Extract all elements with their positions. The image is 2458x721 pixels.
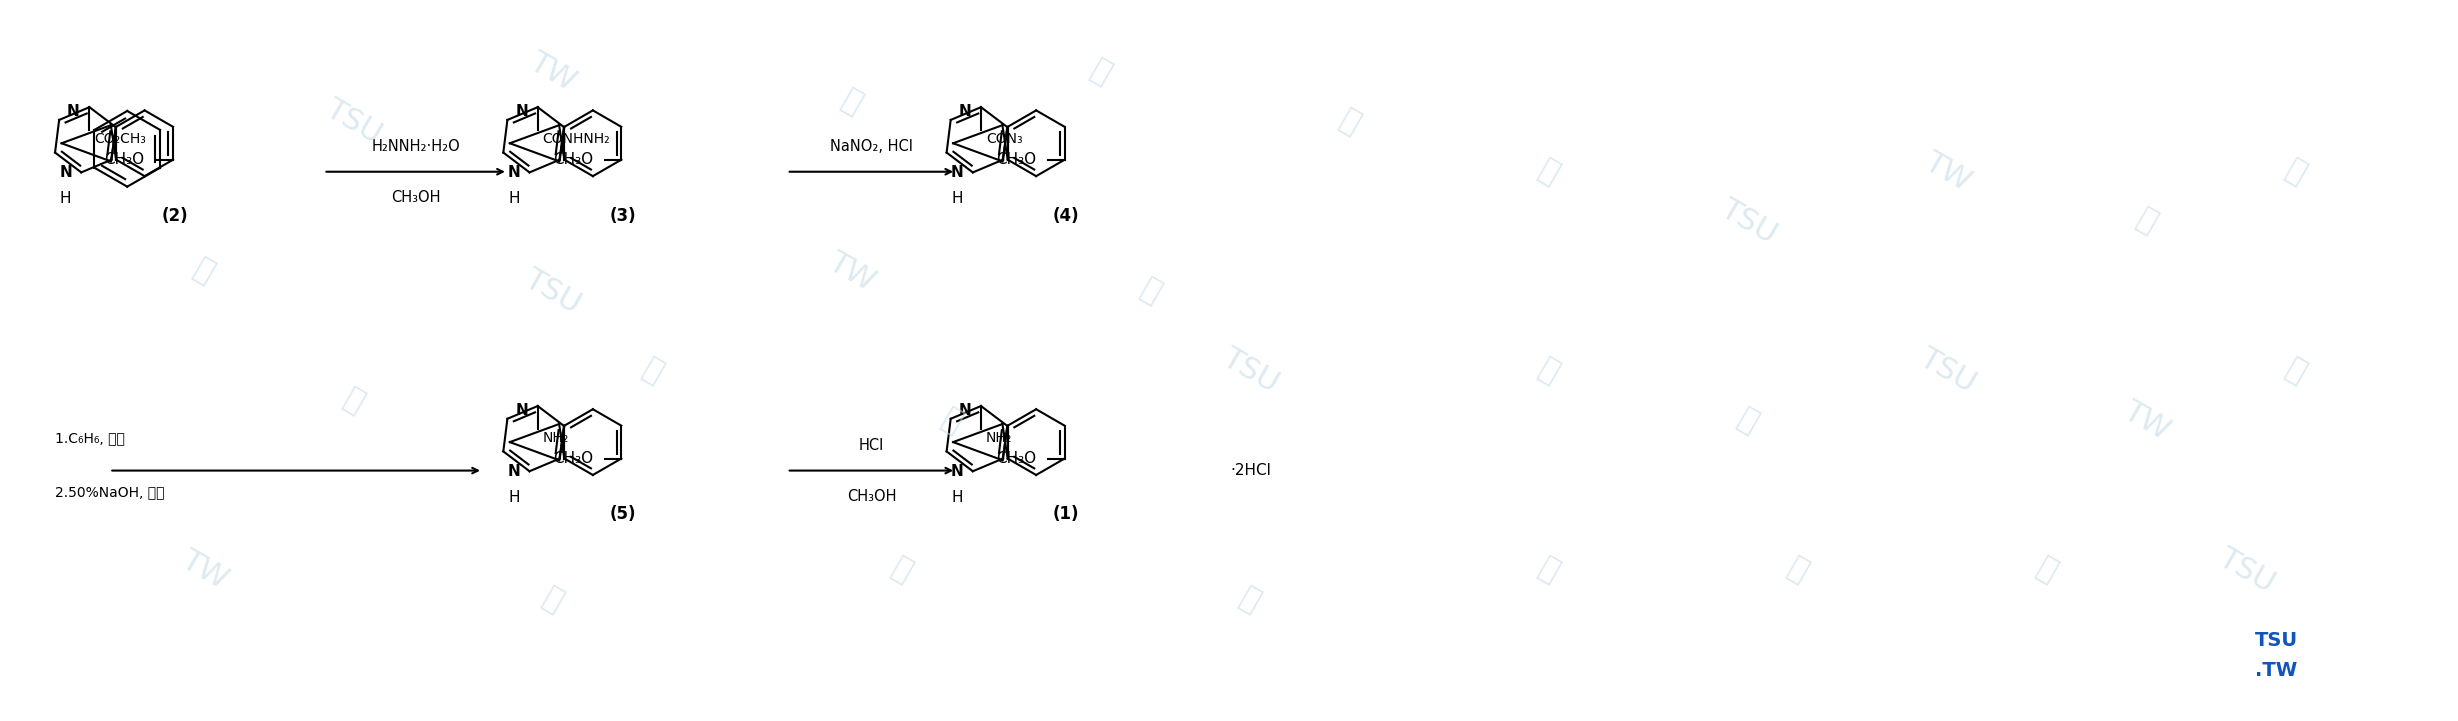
Text: H₂NNH₂·H₂O: H₂NNH₂·H₂O <box>371 139 460 154</box>
Text: TSU: TSU <box>2212 543 2279 598</box>
Text: (2): (2) <box>162 207 187 225</box>
Text: 天: 天 <box>2281 354 2311 388</box>
Text: N: N <box>951 464 964 479</box>
Text: N: N <box>66 105 79 120</box>
Text: TSU: TSU <box>1915 343 1981 399</box>
Text: CON₃: CON₃ <box>986 132 1023 146</box>
Text: (1): (1) <box>1052 505 1079 523</box>
Text: NH₂: NH₂ <box>543 430 568 445</box>
Text: 醫: 醫 <box>887 553 917 588</box>
Text: 天: 天 <box>836 85 868 119</box>
Text: CH₃O: CH₃O <box>553 152 592 167</box>
Text: 醫: 醫 <box>339 384 369 418</box>
Text: 學: 學 <box>1335 105 1364 139</box>
Text: H: H <box>59 191 71 206</box>
Text: TSU: TSU <box>1716 194 1782 249</box>
Text: TSU: TSU <box>1217 343 1283 399</box>
Text: HCl: HCl <box>858 438 885 453</box>
Text: N: N <box>959 105 971 120</box>
Text: TSU: TSU <box>2254 631 2298 650</box>
Text: H: H <box>509 490 519 505</box>
Text: 院: 院 <box>1534 154 1563 189</box>
Text: NaNO₂, HCl: NaNO₂, HCl <box>831 139 912 154</box>
Text: CH₃O: CH₃O <box>995 451 1037 466</box>
Text: CH₃O: CH₃O <box>106 152 145 167</box>
Text: (5): (5) <box>610 505 637 523</box>
Text: N: N <box>951 165 964 180</box>
Text: N: N <box>506 165 521 180</box>
Text: H: H <box>951 191 964 206</box>
Text: N: N <box>516 403 528 418</box>
Text: ·2HCl: ·2HCl <box>1229 463 1271 478</box>
Text: CH₃O: CH₃O <box>553 451 592 466</box>
Text: TW: TW <box>823 247 880 296</box>
Text: 天: 天 <box>2131 205 2161 239</box>
Text: N: N <box>506 464 521 479</box>
Text: CH₃OH: CH₃OH <box>391 190 440 205</box>
Text: N: N <box>959 403 971 418</box>
Text: 天: 天 <box>538 583 568 617</box>
Text: N: N <box>59 165 71 180</box>
Text: 學: 學 <box>1234 583 1266 617</box>
Text: NH₂: NH₂ <box>986 430 1013 445</box>
Text: CO₂CH₃: CO₂CH₃ <box>93 132 147 146</box>
Text: 醫: 醫 <box>1086 55 1116 89</box>
Text: TW: TW <box>524 48 580 97</box>
Text: .TW: .TW <box>2254 660 2298 680</box>
Text: 院: 院 <box>2033 553 2062 588</box>
Text: H: H <box>951 490 964 505</box>
Text: (4): (4) <box>1052 207 1079 225</box>
Text: CONHNH₂: CONHNH₂ <box>543 132 610 146</box>
Text: 醫: 醫 <box>2281 154 2311 189</box>
Text: (3): (3) <box>610 207 637 225</box>
Text: 學: 學 <box>1534 354 1563 388</box>
Text: H: H <box>509 191 519 206</box>
Text: 2.50%NaOH, 回流: 2.50%NaOH, 回流 <box>54 485 165 500</box>
Text: 醫: 醫 <box>1534 553 1563 588</box>
Text: CH₃O: CH₃O <box>995 152 1037 167</box>
Text: 天: 天 <box>1136 274 1165 309</box>
Text: 1.C₆H₆, 回流: 1.C₆H₆, 回流 <box>54 432 125 446</box>
Text: N: N <box>516 105 528 120</box>
Text: TSU: TSU <box>320 94 386 149</box>
Text: 院: 院 <box>1733 404 1762 438</box>
Text: TW: TW <box>1920 147 1976 196</box>
Text: 學: 學 <box>1782 553 1814 588</box>
Text: 院: 院 <box>936 404 966 438</box>
Text: 學: 學 <box>637 354 669 388</box>
Text: CH₃OH: CH₃OH <box>846 489 897 503</box>
Text: TW: TW <box>175 546 231 595</box>
Text: TW: TW <box>2119 396 2175 446</box>
Text: TSU: TSU <box>519 264 585 319</box>
Text: 院: 院 <box>189 255 219 288</box>
